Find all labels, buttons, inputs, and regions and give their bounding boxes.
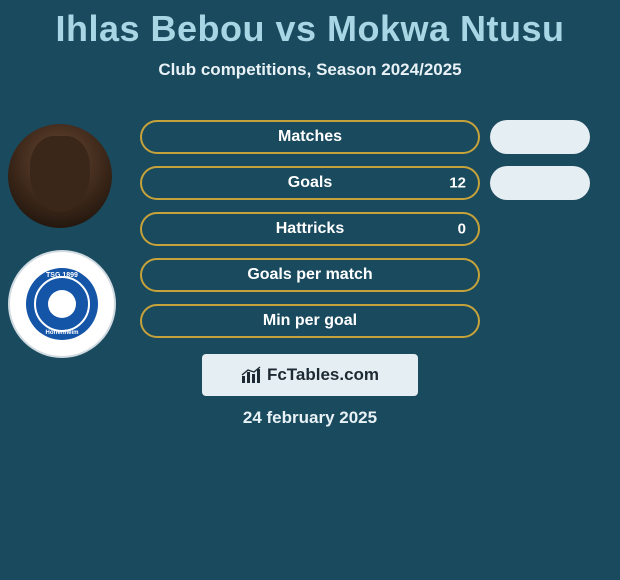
stat-bar-hattricks: Hattricks 0 xyxy=(140,212,480,246)
club-badge-bottom-text: Hoffenheim xyxy=(26,330,98,336)
brand-box: FcTables.com xyxy=(202,354,418,396)
stat-bar-label: Goals xyxy=(142,174,478,192)
page-subtitle: Club competitions, Season 2024/2025 xyxy=(0,60,620,80)
opponent-pill xyxy=(490,166,590,200)
player-avatar xyxy=(8,124,112,228)
stat-bar-label: Hattricks xyxy=(142,220,478,238)
stat-bar-matches: Matches xyxy=(140,120,480,154)
stat-bar-label: Min per goal xyxy=(142,312,478,330)
comparison-card: Ihlas Bebou vs Mokwa Ntusu Club competit… xyxy=(0,0,620,580)
club-badge-ball-icon xyxy=(48,290,76,318)
date-label: 24 february 2025 xyxy=(0,408,620,428)
stat-bar-label: Matches xyxy=(142,128,478,146)
stat-bar-value: 0 xyxy=(458,221,466,238)
stat-bar-goals-per-match: Goals per match xyxy=(140,258,480,292)
stat-bar-value: 12 xyxy=(449,175,466,192)
page-title: Ihlas Bebou vs Mokwa Ntusu xyxy=(0,0,620,50)
stat-bar-goals: Goals 12 xyxy=(140,166,480,200)
brand-text: FcTables.com xyxy=(267,365,379,385)
stat-bar-min-per-goal: Min per goal xyxy=(140,304,480,338)
club-avatar: TSG 1899 Hoffenheim xyxy=(8,250,116,358)
stat-bars: Matches Goals 12 Hattricks 0 Goals per m… xyxy=(140,120,480,350)
club-badge-top-text: TSG 1899 xyxy=(26,272,98,279)
stat-bar-label: Goals per match xyxy=(142,266,478,284)
opponent-pills xyxy=(490,120,590,212)
avatar-column: TSG 1899 Hoffenheim xyxy=(8,124,116,380)
brand-chart-icon xyxy=(241,366,263,384)
club-badge: TSG 1899 Hoffenheim xyxy=(26,268,98,340)
opponent-pill xyxy=(490,120,590,154)
